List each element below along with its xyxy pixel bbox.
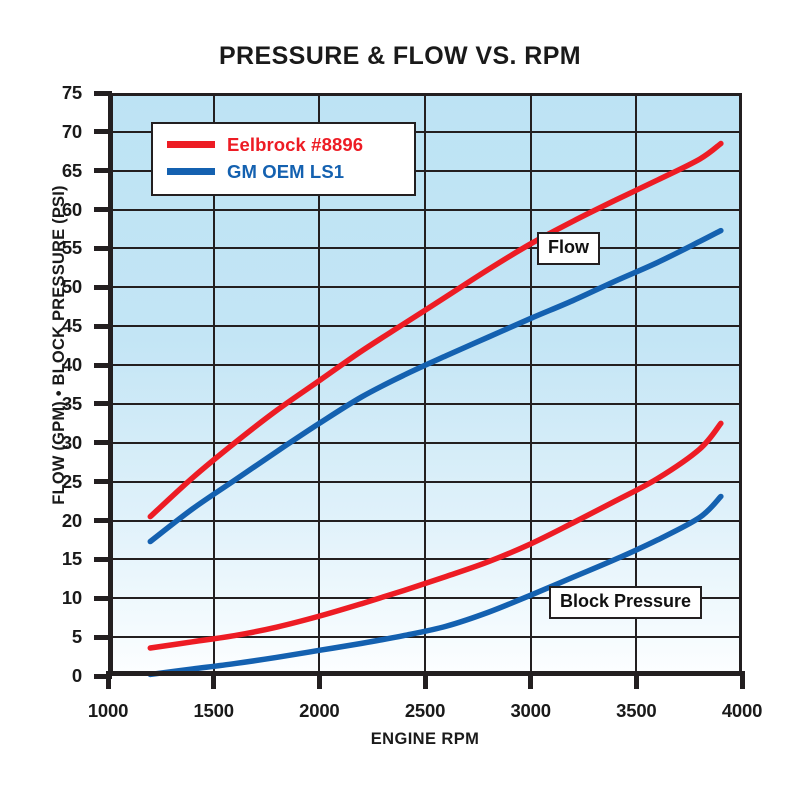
y-tick-label: 45 [61,315,82,337]
x-tick-mark [422,671,428,689]
y-tick-label: 30 [61,431,82,453]
y-tick-mark [94,595,112,601]
series-line [147,493,724,678]
y-tick-label: 55 [61,237,82,259]
data-curves [147,140,724,678]
y-tick-mark [94,284,112,290]
y-tick-mark [94,479,112,485]
x-tick-mark [528,671,534,689]
gridline-vertical [529,93,532,676]
y-tick-mark [94,518,112,524]
x-tick-label: 4000 [721,700,763,721]
gridline-vertical [212,93,215,676]
x-tick-mark [211,671,217,689]
y-tick-mark [94,401,112,407]
legend-item: GM OEM LS1 [153,158,414,185]
series-line [147,420,724,651]
gridline-vertical [635,93,638,676]
y-tick-mark [94,556,112,562]
y-tick-mark [94,207,112,213]
y-tick-label: 15 [61,548,82,570]
legend-swatch-red [167,141,215,148]
page-title: PRESSURE & FLOW VS. RPM [218,42,581,70]
x-tick-label: 1500 [193,700,234,721]
legend-swatch-blue [167,168,215,175]
annotation-block-pressure: Block Pressure [549,586,703,619]
y-tick-label: 40 [61,354,82,376]
y-tick-label: 10 [61,587,82,609]
y-tick-label: 50 [61,276,82,298]
x-tick-label: 1000 [87,700,129,721]
y-tick-label: 35 [61,392,82,414]
x-tick-mark [105,671,111,689]
y-tick-mark [94,129,112,135]
legend-label-red: Eelbrock #8896 [227,133,364,155]
legend-item: Eelbrock #8896 [153,131,414,158]
y-tick-label: 75 [61,82,82,103]
y-tick-mark [94,673,112,679]
gridline-vertical [424,93,426,676]
y-tick-mark [94,168,112,174]
annotation-flow: Flow [537,232,600,265]
y-tick-label: 70 [61,120,82,142]
y-tick-label: 65 [61,159,82,181]
x-tick-label: 2000 [299,700,340,721]
y-tick-mark [94,323,112,329]
y-tick-mark [94,634,112,640]
y-tick-label: 60 [61,198,82,220]
series-line [147,140,724,520]
x-tick-mark [316,671,322,689]
y-tick-label: 25 [61,470,82,492]
y-tick-label: 0 [71,665,82,686]
x-tick-mark [739,671,745,689]
y-tick-mark [94,90,112,96]
y-tick-mark [94,245,112,251]
y-tick-mark [94,362,112,368]
y-tick-mark [94,440,112,446]
x-tick-label: 3500 [616,700,657,721]
y-tick-label: 5 [71,626,82,648]
gridline-vertical [318,93,321,676]
y-tick-label: 20 [61,509,82,531]
series-line [147,227,724,545]
x-tick-label: 2500 [404,700,446,721]
x-axis-title: ENGINE RPM [370,730,480,748]
x-tick-mark [633,671,639,689]
legend: Eelbrock #8896 GM OEM LS1 [151,122,416,196]
x-tick-label: 3000 [510,700,551,721]
legend-label-blue: GM OEM LS1 [227,160,345,182]
